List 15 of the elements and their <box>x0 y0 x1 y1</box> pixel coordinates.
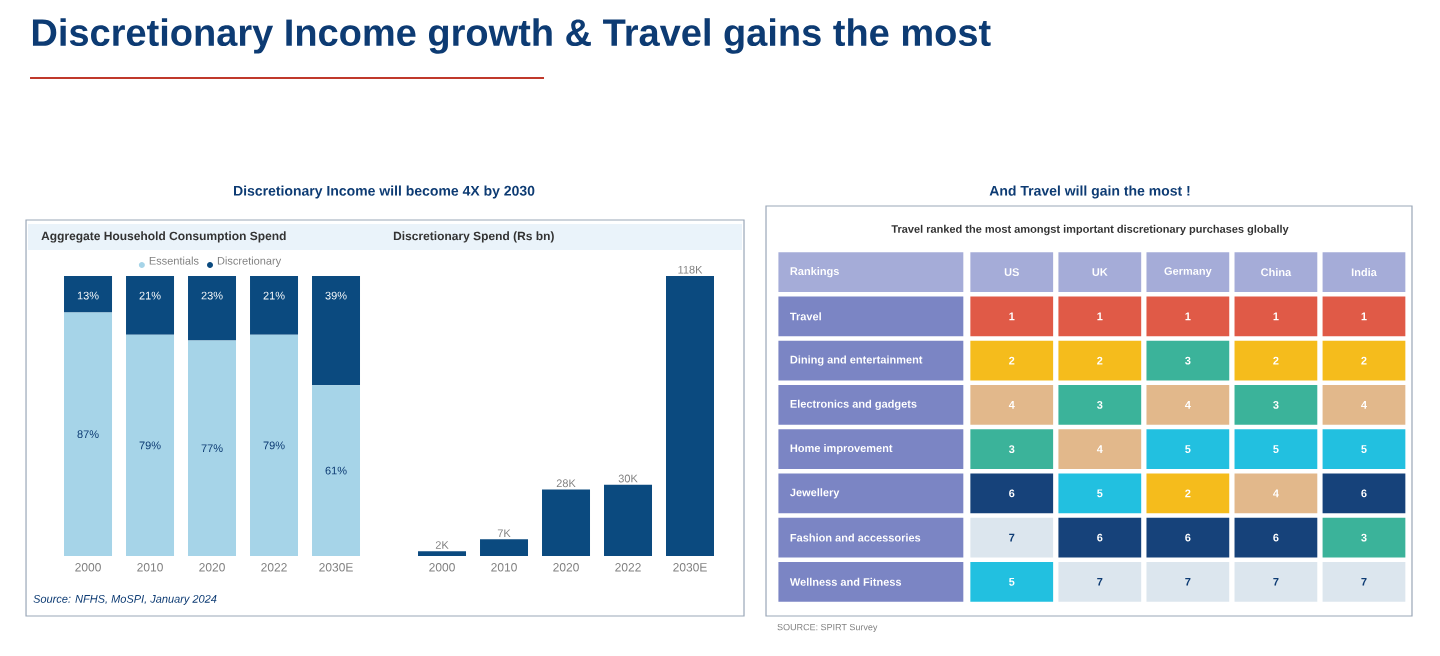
bar <box>250 334 299 556</box>
bar <box>126 334 175 556</box>
text: Discretionary Income growth & Travel gains the most <box>32 18 991 54</box>
bar <box>542 489 591 556</box>
bar <box>604 484 653 556</box>
bar <box>312 275 361 386</box>
bar <box>312 385 361 556</box>
bar <box>666 275 714 556</box>
bar <box>64 275 113 313</box>
bar <box>188 275 237 341</box>
bar <box>126 275 175 335</box>
bar <box>188 340 237 556</box>
bar <box>64 312 113 556</box>
bar <box>250 275 299 335</box>
bar <box>480 539 529 556</box>
